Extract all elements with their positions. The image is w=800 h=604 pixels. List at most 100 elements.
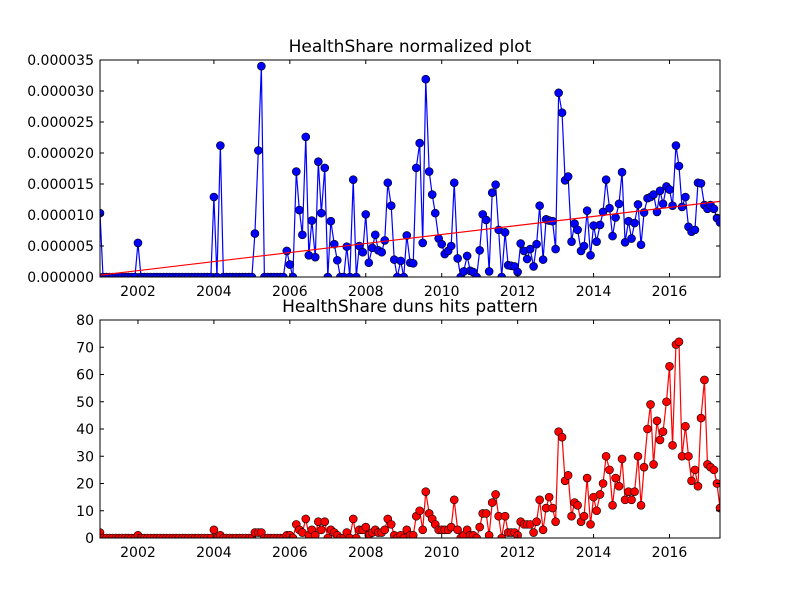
data-point (633, 451, 643, 461)
y-tick-label: 0.000030 (27, 84, 94, 100)
y-tick-label: 50 (76, 395, 94, 411)
data-point (567, 511, 576, 521)
data-point (320, 517, 330, 526)
data-point (636, 240, 646, 250)
data-point (380, 525, 390, 535)
data-point (392, 272, 402, 277)
data-point (665, 185, 674, 194)
data-point (658, 427, 668, 437)
data-point (551, 244, 560, 254)
data-point (279, 272, 288, 277)
data-point (684, 451, 693, 461)
data-point (665, 362, 674, 371)
data-point (462, 251, 472, 261)
data-point (614, 481, 624, 491)
data-point (715, 218, 720, 227)
data-point (323, 272, 333, 277)
y-tick-label: 0.000010 (27, 208, 94, 224)
data-point (288, 272, 298, 277)
data-point (361, 210, 371, 219)
data-point (345, 533, 355, 538)
data-point (595, 220, 605, 230)
data-point (535, 201, 544, 210)
data-point (310, 530, 320, 538)
data-point (696, 413, 706, 423)
data-point (532, 239, 541, 249)
data-point (307, 216, 317, 225)
data-point (592, 506, 601, 516)
data-point (288, 533, 298, 538)
chart-title: HealthShare duns hits pattern (282, 297, 538, 317)
trend-line (100, 200, 720, 276)
data-point (209, 192, 219, 202)
data-point (671, 141, 681, 150)
plot-area (100, 337, 720, 538)
data-point (332, 255, 342, 265)
data-point (690, 225, 700, 235)
data-point (484, 530, 494, 538)
data-point (548, 503, 557, 513)
data-point (551, 517, 560, 526)
y-tick-label: 80 (76, 313, 94, 329)
plot-area (100, 61, 720, 277)
data-point (500, 228, 510, 237)
data-point (598, 479, 608, 488)
data-point (314, 157, 323, 166)
x-tick-label: 2004 (196, 284, 232, 300)
data-point (627, 495, 636, 505)
data-point (472, 533, 481, 538)
data-point (453, 254, 462, 263)
data-point (627, 234, 636, 243)
data-point (611, 473, 620, 483)
data-point (529, 528, 538, 537)
x-tick-label: 2008 (348, 545, 384, 561)
x-tick-label: 2014 (576, 284, 612, 300)
axes-frame (99, 319, 721, 539)
data-point (630, 218, 639, 228)
data-point (361, 522, 371, 532)
x-tick-label: 2002 (120, 284, 156, 300)
data-point (586, 251, 595, 260)
data-point (563, 172, 573, 181)
data-point (310, 252, 320, 262)
data-point (677, 202, 687, 212)
data-point (399, 272, 409, 277)
data-point (446, 241, 456, 251)
data-point (715, 503, 720, 513)
data-point (364, 258, 374, 268)
data-point (652, 207, 662, 217)
data-point (453, 525, 462, 535)
x-tick-label: 2010 (424, 545, 460, 561)
data-point (582, 206, 592, 215)
data-point (567, 237, 576, 246)
data-point (662, 397, 671, 407)
data-point (497, 533, 506, 538)
data-point (437, 239, 447, 249)
data-point (358, 247, 368, 257)
data-point (674, 161, 684, 171)
y-tick-label: 0.000005 (27, 239, 94, 255)
data-point (383, 178, 393, 188)
data-point (693, 481, 703, 491)
chart-title: HealthShare normalized plot (289, 37, 532, 57)
data-point (421, 74, 431, 84)
y-tick-label: 0.000015 (27, 177, 94, 193)
data-point (681, 421, 690, 431)
data-point (630, 487, 639, 496)
data-point (424, 167, 434, 176)
x-tick-label: 2004 (196, 545, 232, 561)
data-point (320, 163, 330, 173)
data-point (579, 511, 589, 521)
data-point (408, 259, 418, 268)
data-point (411, 163, 421, 173)
data-point (605, 203, 614, 213)
data-point (418, 238, 428, 248)
data-point (598, 207, 608, 217)
data-point (491, 490, 500, 499)
data-point (491, 180, 500, 189)
data-point (595, 490, 605, 499)
data-point (544, 492, 554, 502)
data-point (396, 256, 405, 266)
data-point (475, 246, 484, 255)
data-point (481, 215, 491, 225)
